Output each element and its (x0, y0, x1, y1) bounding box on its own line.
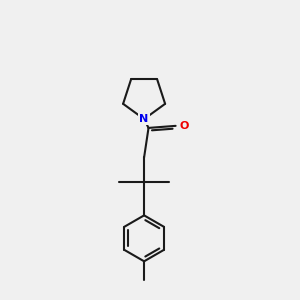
Text: O: O (179, 121, 189, 131)
Text: N: N (140, 114, 149, 124)
